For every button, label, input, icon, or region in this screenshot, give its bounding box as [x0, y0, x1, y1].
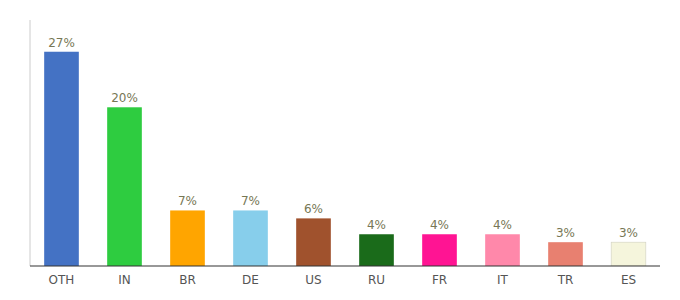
x-tick-label: OTH	[49, 273, 75, 287]
data-label: 7%	[178, 194, 197, 208]
data-label: 4%	[430, 218, 449, 232]
x-tick-label: TR	[557, 273, 574, 287]
chart-svg: OTH IN BR DE US RU FR IT TR ES 27% 20% 7% 7% 6% 4% 4% 4% 3…	[0, 0, 680, 300]
x-tick-label: FR	[432, 273, 447, 287]
x-tick-label: US	[305, 273, 321, 287]
data-labels: 27% 20% 7% 7% 6% 4% 4% 4% 3% 3%	[48, 36, 638, 240]
bar	[422, 234, 457, 266]
bar	[44, 52, 79, 266]
bar	[611, 242, 646, 266]
data-label: 4%	[493, 218, 512, 232]
bar	[485, 234, 520, 266]
x-tick-label: RU	[368, 273, 385, 287]
data-label: 27%	[48, 36, 75, 50]
bar	[107, 107, 142, 266]
x-tick-label: DE	[242, 273, 259, 287]
x-tick-label: IT	[497, 273, 509, 287]
x-axis-line	[30, 265, 660, 266]
data-label: 20%	[111, 91, 138, 105]
x-tick-label: IN	[118, 273, 131, 287]
data-label: 3%	[556, 226, 575, 240]
bar	[359, 234, 394, 266]
x-tick-label: ES	[621, 273, 636, 287]
bar	[296, 218, 331, 266]
bar	[548, 242, 583, 266]
page: {"chart_data": {"type": "bar", "categori…	[0, 0, 680, 300]
chart-container: OTH IN BR DE US RU FR IT TR ES 27% 20% 7% 7% 6% 4% 4% 4% 3…	[0, 0, 680, 300]
data-label: 6%	[304, 202, 323, 216]
data-label: 3%	[619, 226, 638, 240]
x-tick-label: BR	[179, 273, 196, 287]
bar	[170, 210, 205, 266]
data-label: 7%	[241, 194, 260, 208]
x-tick-labels: OTH IN BR DE US RU FR IT TR ES	[49, 273, 637, 287]
bar	[233, 210, 268, 266]
y-axis-line	[30, 20, 31, 266]
bars	[44, 52, 646, 266]
data-label: 4%	[367, 218, 386, 232]
